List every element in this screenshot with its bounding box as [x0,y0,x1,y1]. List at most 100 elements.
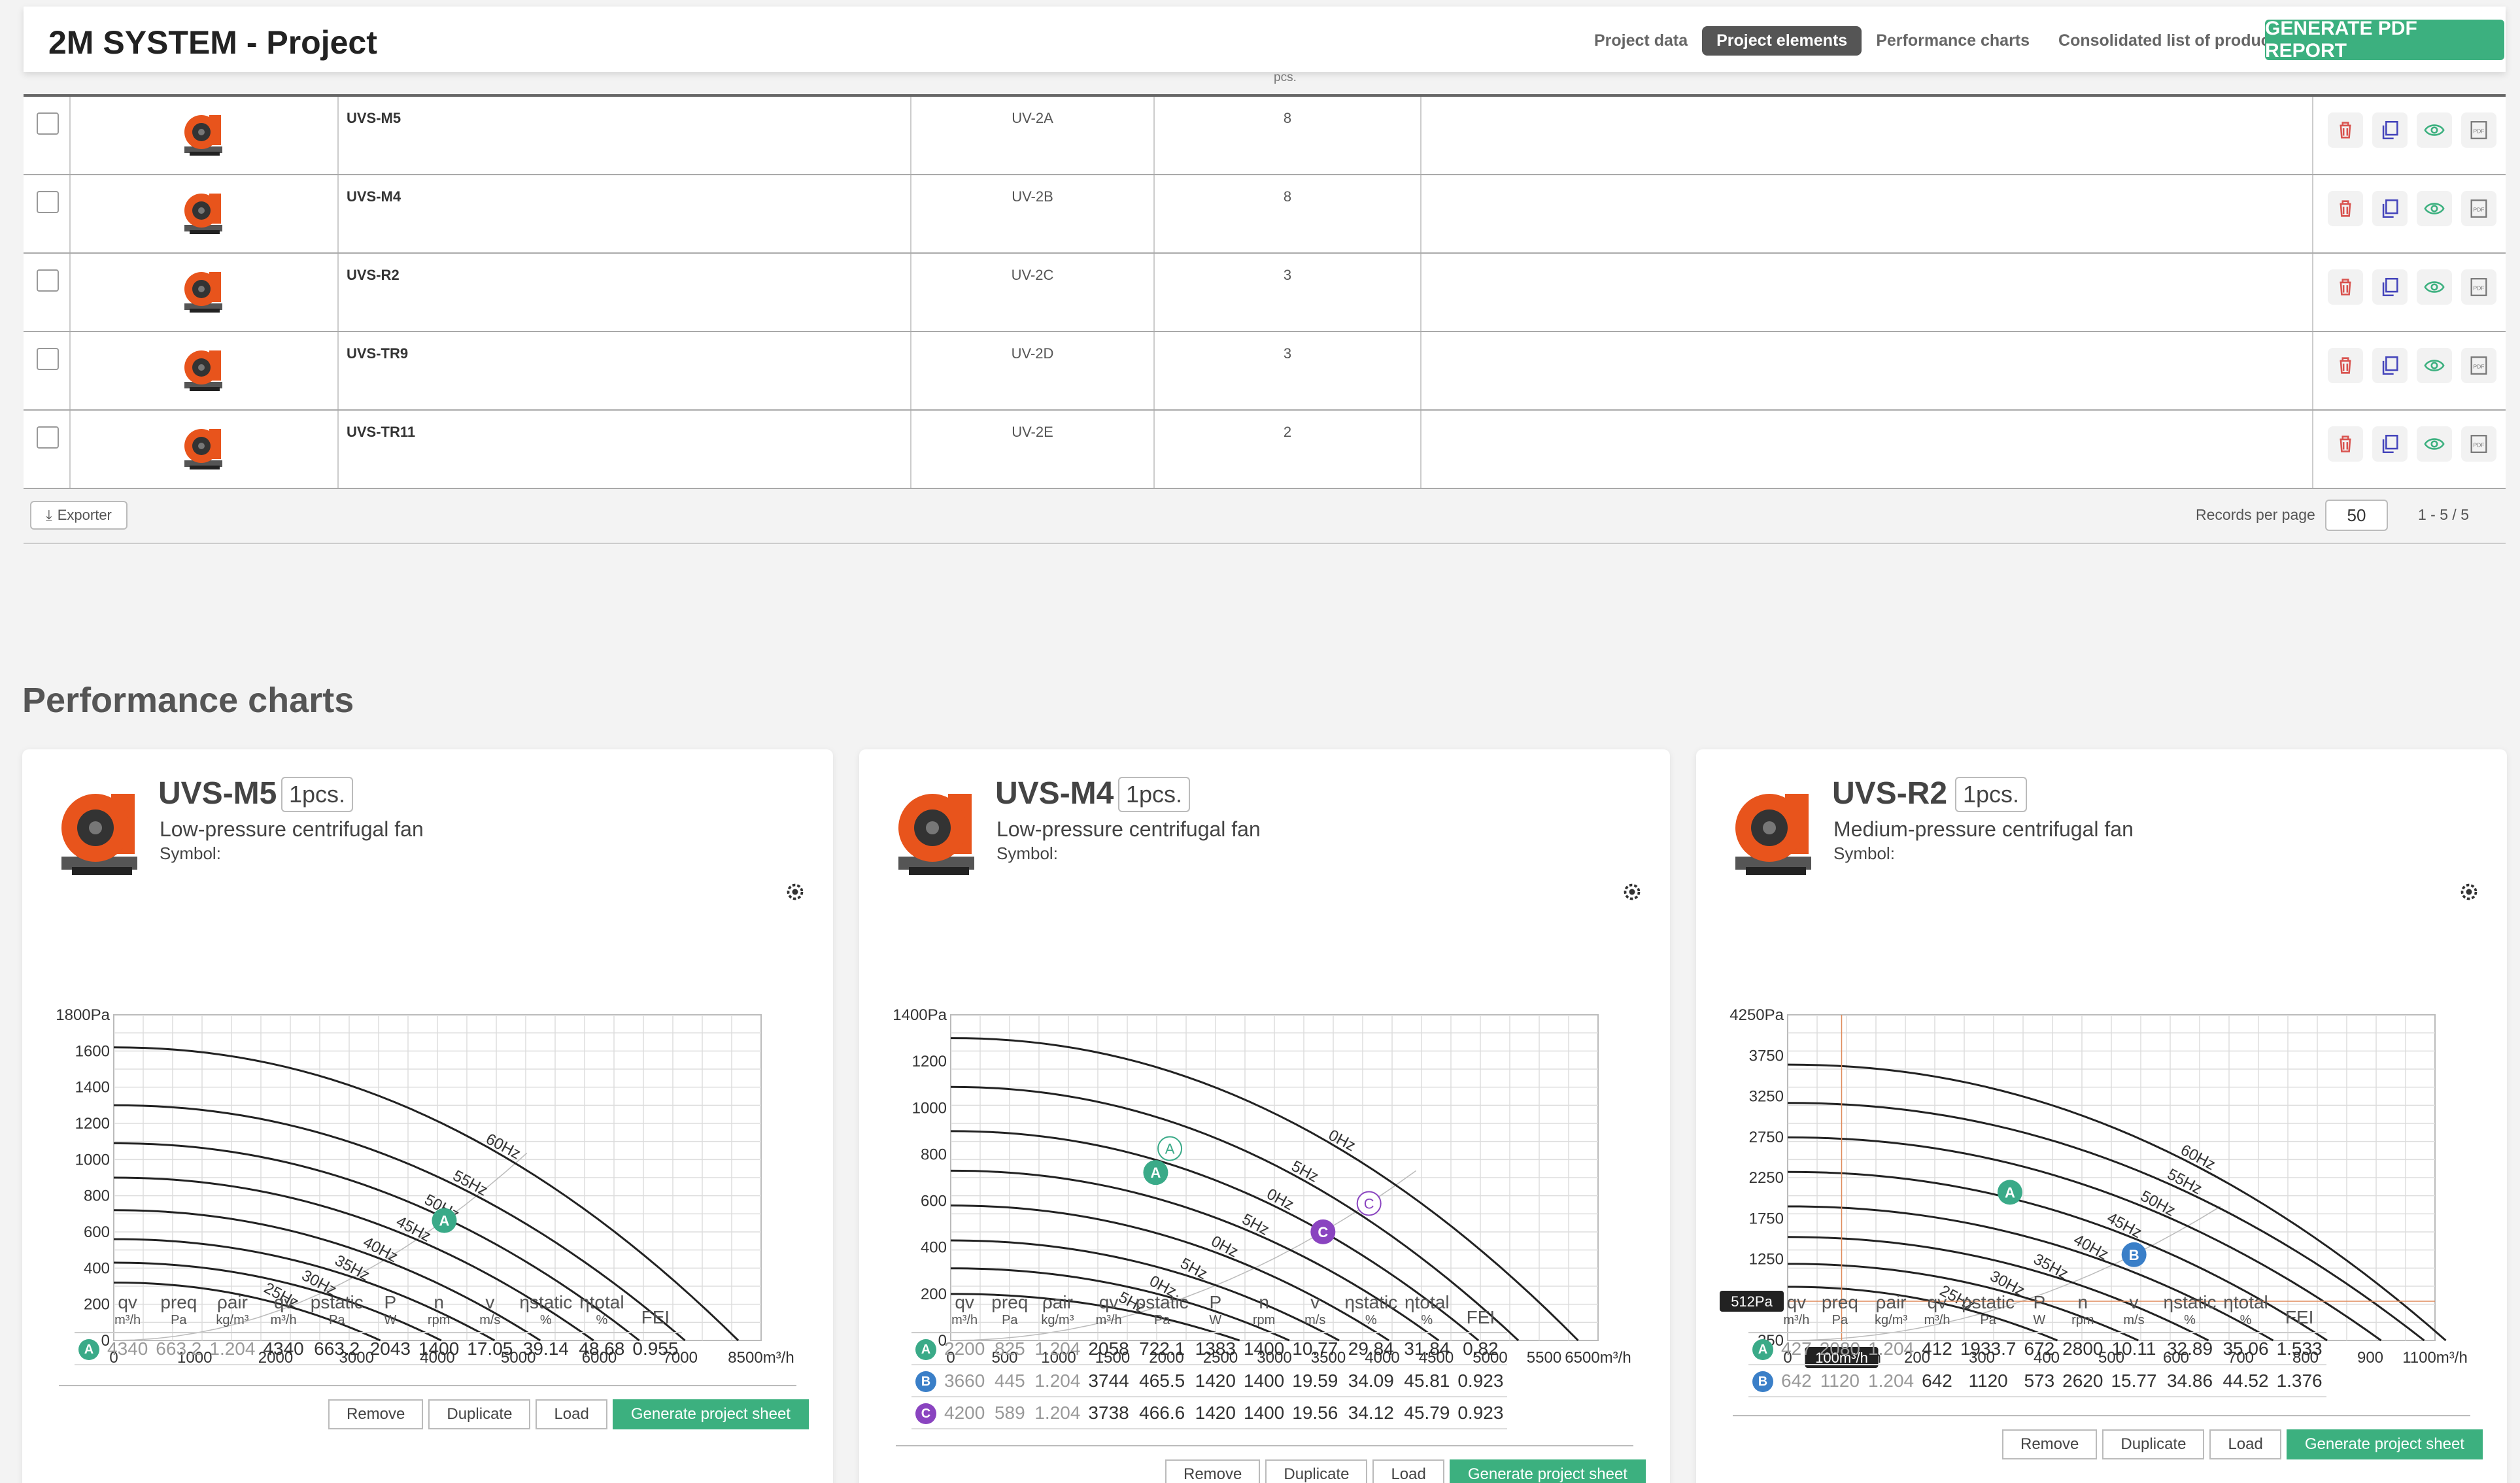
product-name[interactable]: UVS-M5 [347,110,401,126]
product-name[interactable]: UVS-R2 [347,267,400,283]
point-value: 663.2 [152,1333,206,1365]
export-button[interactable]: ⤓ Exporter [30,501,128,530]
view-icon[interactable] [2417,269,2452,305]
pdf-icon[interactable]: PDF [2461,348,2496,383]
card-symbol-label: Symbol: [1833,844,1895,863]
generate-pdf-button[interactable]: GENERATE PDF REPORT [2265,18,2504,61]
view-icon[interactable] [2417,348,2452,383]
gear-icon[interactable] [783,880,807,904]
duplicate-button[interactable]: Duplicate [2102,1429,2205,1459]
delete-icon[interactable] [2328,426,2363,462]
pdf-icon[interactable]: PDF [2461,269,2496,305]
row-symbol-cell: UV-2E [911,411,1155,488]
gear-icon[interactable] [2457,880,2481,904]
point-col-header [75,1292,103,1333]
pdf-icon[interactable]: PDF [2461,426,2496,462]
performance-charts-title: Performance charts [22,681,354,720]
operating-point-row[interactable]: A 2200 825 1.204 2058 722.1 1383 1400 10.77 29.84… [911,1333,1508,1365]
operating-point-marker [432,1208,457,1233]
y-tick-label: 3250 [1749,1088,1784,1106]
view-icon[interactable] [2417,112,2452,148]
y-tick-label: 3750 [1749,1047,1784,1065]
product-qty: 2 [1283,424,1292,440]
generate-project-sheet-button[interactable]: Generate project sheet [612,1399,809,1429]
duplicate-icon[interactable] [2372,426,2408,462]
nav-performance-charts[interactable]: Performance charts [1876,31,2030,50]
point-value: 17.05 [463,1333,517,1365]
row-checkbox[interactable] [37,191,59,213]
nav-project-elements[interactable]: Project elements [1702,26,1862,56]
column-header: ηtotal% [1400,1292,1454,1333]
header-unit: % [539,1313,552,1327]
duplicate-button[interactable]: Duplicate [428,1399,531,1429]
y-tick-label: 800 [921,1146,947,1163]
operating-point-row[interactable]: A 4340 663.2 1.204 4340 663.2 2043 1400 17.05 39.… [75,1333,683,1365]
delete-icon[interactable] [2328,269,2363,305]
pdf-icon[interactable]: PDF [2461,112,2496,148]
operating-point-label: B [2129,1247,2139,1263]
row-checkbox[interactable] [37,348,59,370]
pdf-icon[interactable]: PDF [2461,191,2496,226]
operating-point-row[interactable]: A 427 2080 1.204 412 1933.7 672 2800 10.11 32.89 3… [1748,1333,2326,1365]
header-symbol: ηtotal [2223,1292,2268,1312]
view-icon[interactable] [2417,191,2452,226]
row-actions-cell: PDF [2313,332,2506,409]
generate-project-sheet-button[interactable]: Generate project sheet [2286,1429,2483,1459]
view-icon[interactable] [2417,426,2452,462]
point-value: 1.376 [2272,1365,2326,1397]
header-symbol: qv [1927,1292,1947,1312]
header-unit: m/s [2123,1313,2145,1327]
row-checkbox[interactable] [37,112,59,135]
delete-icon[interactable] [2328,348,2363,383]
duplicate-icon[interactable] [2372,112,2408,148]
records-per-page-input[interactable] [2325,500,2388,531]
remove-button[interactable]: Remove [328,1399,424,1429]
point-value: 412 [1918,1333,1956,1365]
point-cell: A [911,1333,940,1365]
operating-point-row[interactable]: B 3660 445 1.204 3744 465.5 1420 1400 19.59 34.09… [911,1365,1508,1397]
fan-curve [1787,1170,2328,1342]
product-name[interactable]: UVS-TR11 [347,424,416,440]
row-name-cell: UVS-R2 [339,254,911,331]
delete-icon[interactable] [2328,112,2363,148]
point-value: 1400 [1239,1333,1289,1365]
gear-icon[interactable] [1620,880,1644,904]
performance-chart[interactable]: 0 1000 2000 3000 4000 5000 6000 7000 8500m³/h020… [22,913,833,1371]
duplicate-icon[interactable] [2372,269,2408,305]
header-unit: rpm [2071,1313,2094,1327]
row-checkbox[interactable] [37,426,59,449]
product-name[interactable]: UVS-M4 [347,188,401,205]
header-symbol: qv [1098,1292,1119,1312]
operating-point-row[interactable]: C 4200 589 1.204 3738 466.6 1420 1400 19.56 34.12… [911,1397,1508,1429]
table-footer: ⤓ Exporter Records per page 1 - 5 / 5 [24,486,2506,544]
point-value: 0.923 [1454,1397,1508,1429]
row-name-cell: UVS-TR9 [339,332,911,409]
duplicate-icon[interactable] [2372,191,2408,226]
y-tick-label: 1400Pa [893,1006,947,1024]
load-button[interactable]: Load [1372,1459,1444,1483]
delete-icon[interactable] [2328,191,2363,226]
point-value: 2058 [1084,1333,1133,1365]
nav-project-data[interactable]: Project data [1594,31,1688,50]
remove-button[interactable]: Remove [2002,1429,2098,1459]
duplicate-button[interactable]: Duplicate [1265,1459,1368,1483]
header-unit: m³/h [1783,1313,1810,1327]
point-value: 10.11 [2107,1333,2161,1365]
card-pcs-badge: 1pcs. [1118,777,1191,812]
point-marker: A [915,1339,936,1360]
remove-button[interactable]: Remove [1165,1459,1261,1483]
pagination-range: 1 - 5 / 5 [2418,506,2469,523]
row-check-cell [24,97,71,174]
operating-point-row[interactable]: B 642 1120 1.204 642 1120 573 2620 15.77 34.86 44.… [1748,1365,2326,1397]
nav-consolidated-list[interactable]: Consolidated list of products [2058,31,2285,50]
point-value: 2043 [366,1333,415,1365]
row-checkbox[interactable] [37,269,59,292]
duplicate-icon[interactable] [2372,348,2408,383]
generate-project-sheet-button[interactable]: Generate project sheet [1449,1459,1646,1483]
load-button[interactable]: Load [2209,1429,2281,1459]
row-qty-cell: 8 [1155,97,1422,174]
requested-point-label: C [1364,1195,1374,1212]
table-row: UVS-R2 UV-2C 3 PDF [24,254,2506,332]
load-button[interactable]: Load [536,1399,607,1429]
product-name[interactable]: UVS-TR9 [347,345,409,362]
